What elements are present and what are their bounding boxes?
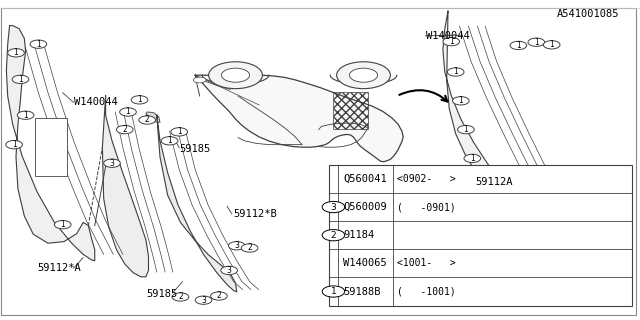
Circle shape [528,38,545,46]
Text: W140044: W140044 [426,31,469,41]
Circle shape [8,49,24,57]
Circle shape [473,178,490,186]
Text: Q560009: Q560009 [343,202,387,212]
Circle shape [322,229,345,241]
Text: 1: 1 [453,68,458,76]
Text: 59185: 59185 [146,289,177,299]
Bar [333,92,368,129]
Text: 1: 1 [137,95,142,104]
Text: 2: 2 [247,244,252,252]
Circle shape [221,266,237,275]
Text: 3: 3 [109,159,115,168]
Text: 2: 2 [122,125,127,134]
Text: 1: 1 [534,38,539,47]
Text: 2: 2 [331,231,336,240]
Circle shape [322,286,345,297]
Text: <0902-   >: <0902- > [397,174,456,184]
Text: 59188B: 59188B [343,286,381,297]
Text: 1: 1 [18,75,23,84]
Ellipse shape [193,77,206,83]
Circle shape [30,40,47,48]
Text: 1: 1 [125,108,131,116]
Text: <1001-   >: <1001- > [397,258,456,268]
Polygon shape [146,112,160,122]
Circle shape [322,201,345,213]
Text: Q560041: Q560041 [343,174,387,184]
Circle shape [6,140,22,149]
Circle shape [54,220,71,229]
Circle shape [116,125,133,134]
Text: 1: 1 [60,220,65,229]
Circle shape [195,296,212,304]
Text: 59112A: 59112A [475,177,513,188]
Circle shape [221,68,250,82]
Polygon shape [157,115,237,292]
Circle shape [241,244,258,252]
Circle shape [139,116,156,124]
Circle shape [161,137,178,145]
Circle shape [452,97,469,105]
Circle shape [171,128,188,136]
Text: 1: 1 [463,125,468,134]
Circle shape [209,62,262,89]
Circle shape [120,108,136,116]
Text: 1: 1 [479,177,484,186]
Text: 1: 1 [470,154,475,163]
Text: 1: 1 [12,140,17,149]
Text: 1: 1 [13,48,19,57]
Circle shape [228,242,245,250]
Text: 1: 1 [177,127,182,136]
Polygon shape [6,26,95,261]
Text: 59112*A: 59112*A [37,263,81,273]
Text: 1: 1 [167,136,172,145]
Text: 1: 1 [549,40,554,49]
Text: A541001085: A541001085 [557,9,620,20]
Circle shape [17,111,34,119]
Circle shape [337,62,390,89]
Polygon shape [195,75,403,162]
Text: 2: 2 [216,292,221,300]
Circle shape [510,41,527,50]
Polygon shape [102,96,148,277]
Bar [35,118,67,176]
Text: 59185: 59185 [179,144,211,154]
Text: 59112*B: 59112*B [234,209,277,220]
Text: 2: 2 [145,116,150,124]
Text: 3: 3 [331,203,336,212]
Polygon shape [443,11,552,225]
Circle shape [464,154,481,163]
Text: 1: 1 [516,41,521,50]
Circle shape [458,125,474,134]
Circle shape [172,293,189,301]
Bar [329,165,632,306]
Text: 1: 1 [331,287,336,296]
Circle shape [349,68,378,82]
Text: (   -1001): ( -1001) [397,286,456,297]
Text: 1: 1 [23,111,28,120]
Circle shape [131,96,148,104]
Text: 1: 1 [36,40,41,49]
Text: (   -0901): ( -0901) [397,202,456,212]
Circle shape [447,68,464,76]
Text: 1: 1 [449,37,454,46]
Circle shape [12,75,29,84]
Circle shape [543,41,560,49]
Text: 3: 3 [234,241,239,250]
Text: 1: 1 [458,96,463,105]
Text: 3: 3 [227,266,232,275]
Text: 2: 2 [178,292,183,301]
Polygon shape [539,177,562,194]
Text: W140044: W140044 [74,97,117,108]
Text: 3: 3 [201,296,206,305]
Circle shape [211,292,227,300]
Text: W140065: W140065 [343,258,387,268]
Circle shape [104,159,120,167]
Text: 91184: 91184 [343,230,374,240]
Circle shape [443,37,460,46]
